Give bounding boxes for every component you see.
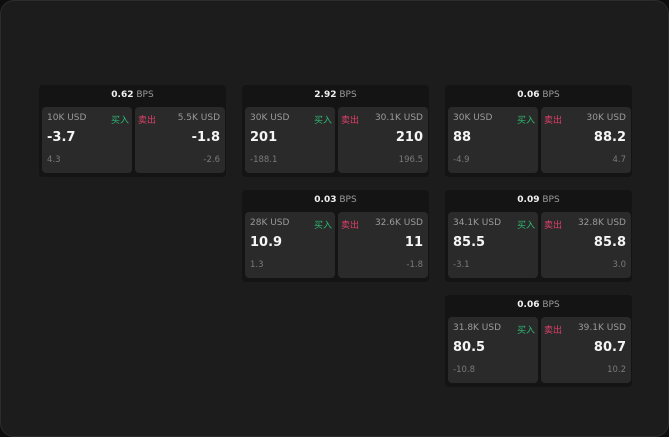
sell-label: 卖出	[341, 221, 360, 231]
sell-label: 卖出	[138, 116, 157, 126]
spread-unit: BPS	[542, 300, 560, 310]
spread-unit: BPS	[542, 195, 560, 205]
buy-label: 买入	[516, 221, 535, 231]
buy-price: 80.5	[453, 340, 486, 355]
sell-quantity: 30.1K USD	[374, 113, 423, 123]
sell-label: 卖出	[544, 116, 563, 126]
buy-change: -188.1	[250, 155, 278, 165]
quote-panel: 0.62 BPS 10K USD 买入 -3.7 4.3 卖出 5.5K USD…	[39, 85, 226, 177]
quote-panel: 0.06 BPS 30K USD 买入 88 -4.9 卖出 30K USD 8…	[445, 85, 632, 177]
buy-card[interactable]: 28K USD 买入 10.9 1.3	[245, 212, 335, 278]
sell-change: 10.2	[607, 365, 626, 375]
spread-value: 2.92	[314, 90, 337, 100]
spread-header: 0.09 BPS	[445, 190, 632, 211]
buy-card[interactable]: 30K USD 买入 201 -188.1	[245, 107, 335, 173]
quote-panel: 0.06 BPS 31.8K USD 买入 80.5 -10.8 卖出 39.1…	[445, 295, 632, 387]
sell-card[interactable]: 卖出 32.6K USD 11 -1.8	[338, 212, 428, 278]
buy-label: 买入	[313, 116, 332, 126]
sell-change: 4.7	[612, 155, 626, 165]
sell-price: 210	[395, 130, 423, 145]
sell-quantity: 5.5K USD	[177, 113, 220, 123]
sell-change: 3.0	[612, 260, 626, 270]
buy-card[interactable]: 34.1K USD 买入 85.5 -3.1	[448, 212, 538, 278]
buy-change: -3.1	[453, 260, 470, 270]
spread-unit: BPS	[339, 90, 357, 100]
sell-change: -1.8	[406, 260, 423, 270]
sell-label: 卖出	[341, 116, 360, 126]
buy-card[interactable]: 10K USD 买入 -3.7 4.3	[42, 107, 132, 173]
buy-card[interactable]: 31.8K USD 买入 80.5 -10.8	[448, 317, 538, 383]
buy-price: -3.7	[47, 130, 76, 145]
sell-card[interactable]: 卖出 39.1K USD 80.7 10.2	[541, 317, 631, 383]
sell-card[interactable]: 卖出 32.8K USD 85.8 3.0	[541, 212, 631, 278]
buy-price: 201	[250, 130, 278, 145]
buy-change: 1.3	[250, 260, 264, 270]
spread-header: 0.06 BPS	[445, 295, 632, 316]
buy-quantity: 30K USD	[250, 113, 290, 123]
buy-card[interactable]: 30K USD 买入 88 -4.9	[448, 107, 538, 173]
sell-change: 196.5	[398, 155, 423, 165]
buy-quantity: 31.8K USD	[453, 323, 502, 333]
sell-card[interactable]: 卖出 30K USD 88.2 4.7	[541, 107, 631, 173]
sell-card[interactable]: 卖出 30.1K USD 210 196.5	[338, 107, 428, 173]
buy-price: 85.5	[453, 235, 486, 250]
sell-price: -1.8	[191, 130, 220, 145]
spread-header: 0.06 BPS	[445, 85, 632, 106]
spread-value: 0.03	[314, 195, 337, 205]
buy-change: 4.3	[47, 155, 61, 165]
buy-price: 10.9	[250, 235, 283, 250]
buy-quantity: 34.1K USD	[453, 218, 502, 228]
spread-header: 2.92 BPS	[242, 85, 429, 106]
sell-price: 80.7	[593, 340, 626, 355]
quote-panel: 2.92 BPS 30K USD 买入 201 -188.1 卖出 30.1K …	[242, 85, 429, 177]
spread-value: 0.62	[111, 90, 134, 100]
sell-label: 卖出	[544, 326, 563, 336]
spread-unit: BPS	[339, 195, 357, 205]
buy-change: -4.9	[453, 155, 470, 165]
buy-quantity: 28K USD	[250, 218, 290, 228]
sell-label: 卖出	[544, 221, 563, 231]
quote-panel: 0.09 BPS 34.1K USD 买入 85.5 -3.1 卖出 32.8K…	[445, 190, 632, 282]
buy-quantity: 30K USD	[453, 113, 493, 123]
buy-label: 买入	[516, 116, 535, 126]
sell-price: 11	[404, 235, 423, 250]
sell-card[interactable]: 卖出 5.5K USD -1.8 -2.6	[135, 107, 225, 173]
buy-quantity: 10K USD	[47, 113, 87, 123]
buy-label: 买入	[313, 221, 332, 231]
sell-quantity: 32.8K USD	[577, 218, 626, 228]
sell-price: 88.2	[593, 130, 626, 145]
sell-quantity: 30K USD	[586, 113, 626, 123]
spread-unit: BPS	[136, 90, 154, 100]
spread-unit: BPS	[542, 90, 560, 100]
spread-header: 0.62 BPS	[39, 85, 226, 106]
sell-price: 85.8	[593, 235, 626, 250]
sell-quantity: 39.1K USD	[577, 323, 626, 333]
sell-change: -2.6	[203, 155, 220, 165]
spread-header: 0.03 BPS	[242, 190, 429, 211]
spread-value: 0.06	[517, 90, 540, 100]
quote-panel: 0.03 BPS 28K USD 买入 10.9 1.3 卖出 32.6K US…	[242, 190, 429, 282]
spread-value: 0.06	[517, 300, 540, 310]
spread-value: 0.09	[517, 195, 540, 205]
buy-change: -10.8	[453, 365, 475, 375]
buy-label: 买入	[110, 116, 129, 126]
buy-label: 买入	[516, 326, 535, 336]
sell-quantity: 32.6K USD	[374, 218, 423, 228]
buy-price: 88	[453, 130, 472, 145]
